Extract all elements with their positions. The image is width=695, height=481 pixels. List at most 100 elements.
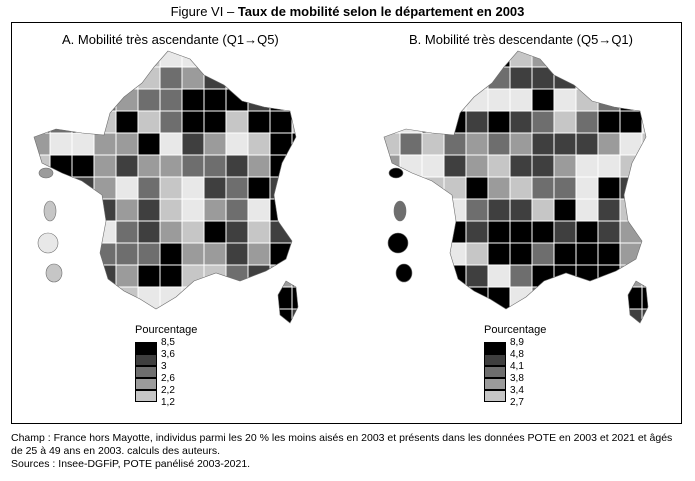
departement xyxy=(181,220,205,244)
departement xyxy=(487,154,511,178)
departement xyxy=(34,132,51,156)
departement xyxy=(597,132,621,156)
departement xyxy=(93,220,117,244)
departement xyxy=(137,176,161,200)
departement xyxy=(619,264,643,288)
departement xyxy=(465,110,489,134)
departement xyxy=(641,132,648,156)
footer-sources: Sources : Insee-DGFiP, POTE panélisé 200… xyxy=(11,458,251,470)
departement xyxy=(465,264,489,288)
legend-b-break: 2,7 xyxy=(510,397,524,408)
departement xyxy=(509,176,533,200)
departement xyxy=(421,88,445,112)
departement xyxy=(619,66,643,90)
departement xyxy=(115,132,139,156)
departement xyxy=(269,198,293,222)
departement xyxy=(531,110,555,134)
departement xyxy=(553,308,577,323)
departement xyxy=(509,242,533,266)
overseas-departement xyxy=(37,232,59,254)
departement xyxy=(71,176,95,200)
departement xyxy=(225,51,249,68)
departement xyxy=(247,110,271,134)
departement xyxy=(421,198,445,222)
departement xyxy=(269,88,293,112)
departement xyxy=(597,66,621,90)
departement xyxy=(247,264,271,288)
departement xyxy=(553,176,577,200)
legend-a-break: 3 xyxy=(161,361,167,372)
departement xyxy=(269,132,293,156)
departement xyxy=(553,66,577,90)
departement xyxy=(465,198,489,222)
departement xyxy=(291,88,298,112)
departement xyxy=(269,264,293,288)
departement xyxy=(71,51,95,68)
departement xyxy=(93,132,117,156)
departement xyxy=(553,198,577,222)
departement xyxy=(181,242,205,266)
departement xyxy=(421,308,445,323)
departement xyxy=(93,154,117,178)
legend-b-swatch-3 xyxy=(484,366,506,378)
departement xyxy=(71,242,95,266)
departement xyxy=(575,264,599,288)
departement xyxy=(531,51,555,68)
departement xyxy=(487,242,511,266)
departement xyxy=(465,154,489,178)
departement xyxy=(181,264,205,288)
departement xyxy=(291,264,298,288)
departement xyxy=(641,264,648,288)
departement xyxy=(641,220,648,244)
departement xyxy=(291,154,298,178)
departement xyxy=(291,198,298,222)
departement xyxy=(93,51,117,68)
departement xyxy=(291,242,298,266)
departement xyxy=(421,132,445,156)
departement xyxy=(181,286,205,310)
departement xyxy=(247,286,271,310)
departement xyxy=(181,176,205,200)
departement xyxy=(93,110,117,134)
legend-a-break: 2,6 xyxy=(161,373,175,384)
departement xyxy=(115,154,139,178)
departement xyxy=(71,154,95,178)
departement xyxy=(509,154,533,178)
departement xyxy=(553,220,577,244)
departement xyxy=(203,66,227,90)
departement xyxy=(384,110,401,134)
departement xyxy=(531,264,555,288)
departement xyxy=(71,66,95,90)
departement xyxy=(531,176,555,200)
departement xyxy=(597,220,621,244)
panel-b-title: B. Mobilité très descendante (Q5→Q1) xyxy=(409,32,633,47)
departement xyxy=(421,220,445,244)
departement xyxy=(443,132,467,156)
departement xyxy=(93,308,117,323)
departement xyxy=(465,176,489,200)
departement xyxy=(115,88,139,112)
departement xyxy=(531,88,555,112)
departement xyxy=(291,51,298,68)
legend-b-swatch-1 xyxy=(484,342,506,354)
figure-label: Figure VI – xyxy=(170,4,235,19)
departement xyxy=(115,110,139,134)
departement xyxy=(443,154,467,178)
departement xyxy=(34,110,51,134)
departement xyxy=(384,308,401,323)
overseas-departement xyxy=(387,232,409,254)
overseas-departement xyxy=(43,200,57,222)
departement xyxy=(203,286,227,310)
departement xyxy=(597,242,621,266)
departement xyxy=(34,51,51,68)
departement xyxy=(181,66,205,90)
overseas-departement xyxy=(38,167,54,179)
departement xyxy=(159,264,183,288)
legend-a-swatch-4 xyxy=(135,378,157,390)
departement xyxy=(641,88,648,112)
departement xyxy=(137,242,161,266)
departement xyxy=(465,51,489,68)
departement xyxy=(49,308,73,323)
departement xyxy=(291,220,298,244)
departement xyxy=(203,198,227,222)
